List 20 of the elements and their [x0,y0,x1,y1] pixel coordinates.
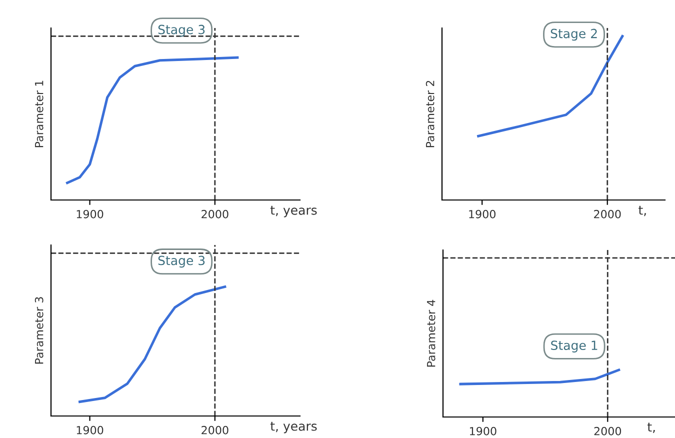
x-tick-label: 1900 [76,210,104,218]
y-axis-title: Parameter 3 [34,297,44,364]
x-tick-label: 1900 [470,426,496,436]
x-axis-title: t, years [270,422,317,434]
x-axis-title: t, [647,422,655,433]
x-tick-label: 1900 [76,426,104,434]
x-axis-title: t, [638,206,646,216]
text: Stage 1 [551,340,598,352]
text: Stage 3 [158,24,205,37]
x-tick-label: 2000 [202,426,228,434]
x-tick-label: 2000 [594,210,621,218]
x-tick-label: 1900 [469,210,496,218]
text: Stage 3 [158,256,205,268]
x-tick-label: 2000 [594,426,622,436]
x-tick-label: 2000 [202,210,228,218]
y-axis-title: Parameter 1 [35,80,44,148]
annotation: Stage 2 [550,28,597,41]
y-axis-title: Parameter 2 [426,80,434,148]
x-axis-title: t, years [270,206,317,218]
y-axis-title: Parameter 4 [427,300,436,367]
